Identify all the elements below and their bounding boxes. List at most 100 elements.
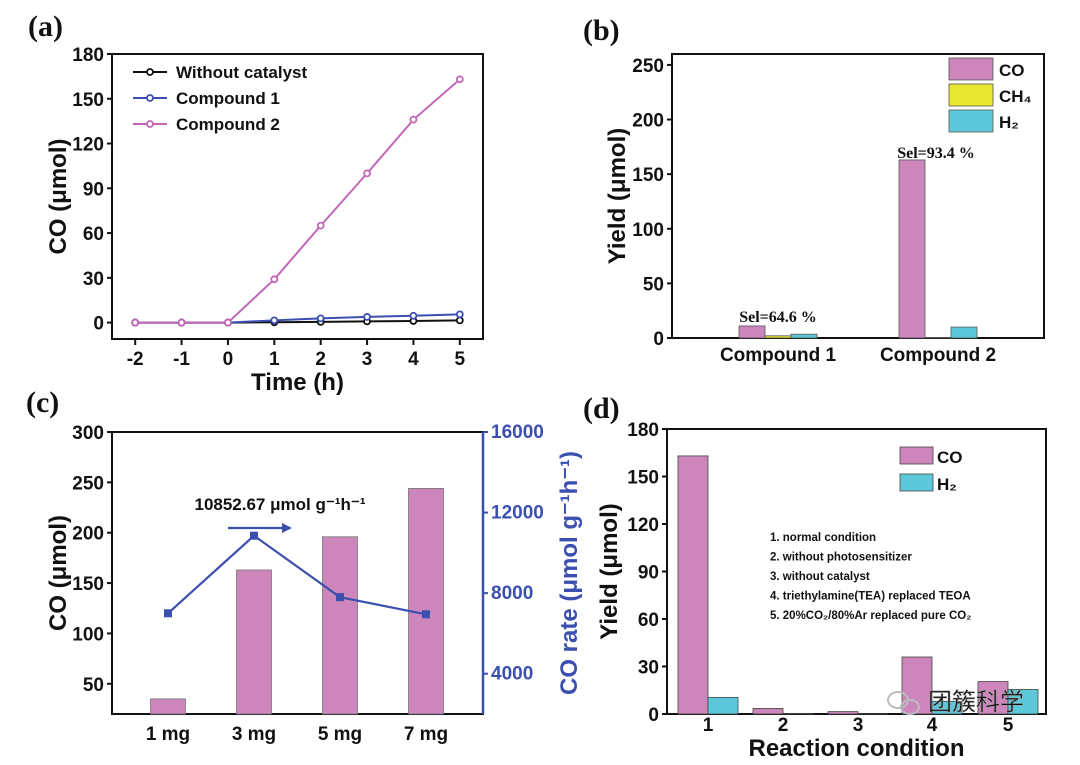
y-tick-label: 150 (632, 165, 664, 186)
wechat-icon (900, 699, 920, 715)
legend-marker (146, 94, 154, 102)
condition-label: 1. normal condition (770, 532, 876, 544)
y-tick-label: 120 (627, 515, 659, 536)
legend-marker (146, 68, 154, 76)
legend-label: Compound 1 (176, 89, 280, 108)
y-tick-label: 150 (627, 468, 659, 489)
panel-label: (a) (28, 10, 63, 43)
legend-label: Compound 2 (176, 115, 280, 134)
data-point (270, 275, 279, 284)
legend-swatch (948, 109, 994, 133)
condition-label: 5. 20%CO₂/80%Ar replaced pure CO₂ (770, 610, 971, 622)
panel-c (107, 431, 488, 715)
right-y-tick-label: 8000 (491, 583, 533, 604)
x-tick-label: 0 (223, 349, 234, 370)
y-tick-label: 30 (638, 658, 659, 679)
bar (738, 325, 766, 339)
panel-b (667, 53, 1045, 339)
x-tick-label: 4 (927, 715, 938, 736)
legend-swatch (899, 473, 934, 492)
y-tick-label: 30 (83, 269, 104, 290)
x-tick-label: 3 (362, 349, 373, 370)
watermark (887, 691, 920, 715)
legend-label: CO (937, 448, 963, 467)
data-point (316, 221, 325, 230)
y-tick-label: 150 (72, 90, 104, 111)
x-tick-label: 5 mg (318, 724, 362, 745)
legend-label: Without catalyst (176, 63, 307, 82)
x-tick-label: -2 (127, 349, 144, 370)
data-point (224, 318, 232, 327)
bar (898, 159, 926, 339)
y-tick-label: 100 (72, 624, 104, 645)
y-tick-label: 120 (72, 135, 104, 156)
y-axis-label: Yield (μmol) (596, 503, 623, 639)
rate-point (164, 609, 172, 618)
x-tick-label: 3 mg (232, 724, 276, 745)
bar (677, 455, 709, 715)
x-tick-label: 2 (778, 715, 789, 736)
arrow-right-icon (282, 523, 292, 533)
bar (322, 536, 358, 715)
y-axis-label: CO (μmol) (45, 515, 72, 631)
x-tick-label: -1 (173, 349, 190, 370)
panel-label: (d) (583, 392, 620, 425)
bar (408, 487, 444, 715)
rate-annotation: 10852.67 μmol g⁻¹h⁻¹ (194, 495, 365, 514)
y-axis-label: CO (μmol) (45, 138, 72, 254)
x-tick-label: 4 (408, 349, 419, 370)
legend-marker (146, 120, 154, 128)
y-tick-label: 250 (72, 473, 104, 494)
condition-label: 2. without photosensitizer (770, 552, 912, 564)
watermark-text: 团簇科学 (928, 689, 1024, 716)
y-tick-label: 200 (72, 524, 104, 545)
right-y-tick-label: 4000 (491, 664, 533, 685)
y-tick-label: 0 (93, 314, 104, 335)
series-line (135, 78, 461, 324)
x-tick-label: 5 (455, 349, 466, 370)
selectivity-label: Sel=64.6 % (739, 309, 817, 326)
y-tick-label: 50 (83, 675, 104, 696)
x-tick-label: Compound 1 (720, 345, 837, 366)
x-tick-label: Compound 2 (880, 345, 996, 366)
legend-swatch (948, 57, 994, 81)
data-point (363, 313, 371, 321)
x-tick-label: 3 (853, 715, 864, 736)
data-point (316, 314, 325, 323)
bar (150, 698, 186, 715)
rate-point (336, 593, 344, 602)
x-tick-label: 1 mg (146, 724, 190, 745)
data-point (409, 311, 418, 320)
selectivity-label: Sel=93.4 % (897, 145, 975, 162)
y-tick-label: 300 (72, 423, 104, 444)
y-tick-label: 0 (653, 329, 664, 350)
y-tick-label: 150 (72, 574, 104, 595)
y-axis-label: Yield (μmol) (604, 128, 631, 264)
y-tick-label: 250 (632, 56, 664, 77)
data-point (177, 318, 186, 327)
y-tick-label: 200 (632, 111, 664, 132)
bar (1007, 689, 1039, 715)
bar (236, 569, 272, 715)
condition-label: 4. triethylamine(TEA) replaced TEOA (770, 591, 971, 603)
y-tick-label: 50 (643, 274, 664, 295)
rate-point (422, 610, 430, 619)
data-point (131, 318, 140, 327)
panel-d (662, 428, 1047, 715)
bar (950, 326, 978, 339)
y-tick-label: 100 (632, 220, 664, 241)
bar (707, 696, 739, 715)
condition-label: 3. without catalyst (770, 571, 870, 583)
data-point (409, 115, 418, 124)
panel-a (107, 53, 484, 345)
bar (752, 708, 784, 715)
bar (790, 333, 818, 339)
right-y-axis-label: CO rate (μmol g⁻¹h⁻¹) (556, 451, 583, 695)
x-axis-label: Reaction condition (749, 735, 965, 762)
legend-swatch (899, 446, 934, 465)
legend-label: CH₄ (999, 87, 1032, 106)
data-point (455, 310, 464, 319)
y-tick-label: 180 (72, 45, 104, 66)
bar (764, 335, 792, 339)
